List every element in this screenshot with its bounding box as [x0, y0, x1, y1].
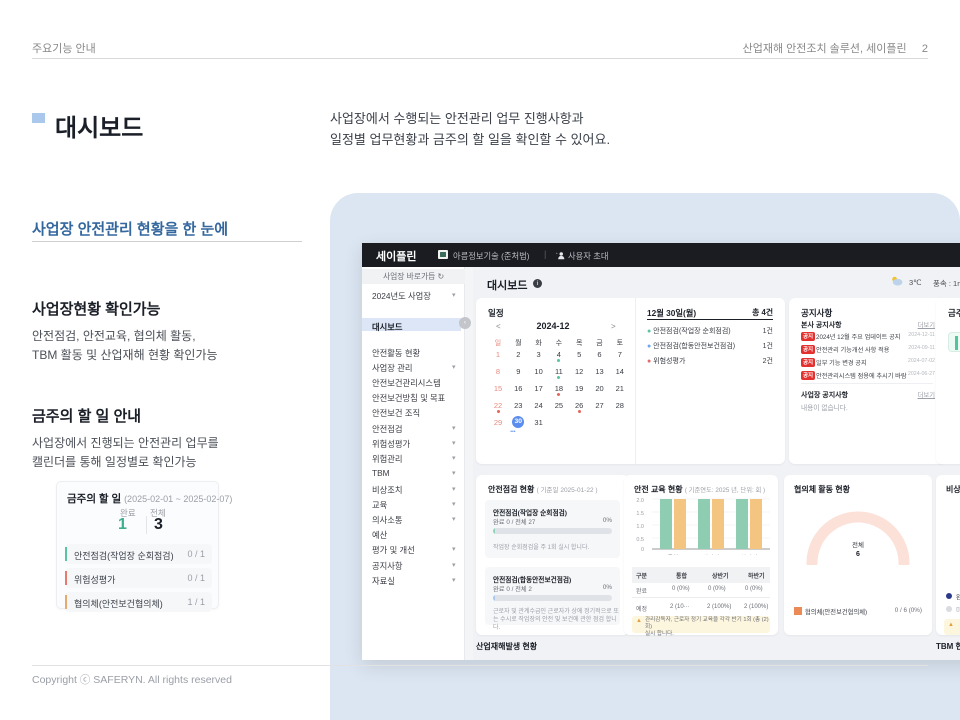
svg-text:1.0: 1.0 [636, 524, 644, 530]
svg-text:전체: 전체 [852, 540, 864, 549]
svg-text:2.0: 2.0 [636, 498, 644, 504]
svg-text:+: + [556, 251, 558, 255]
svg-text:0: 0 [641, 547, 644, 553]
svg-text:상반기: 상반기 [703, 554, 720, 555]
svg-text:통합: 통합 [667, 554, 679, 555]
svg-text:0.5: 0.5 [636, 537, 644, 543]
svg-text:6: 6 [856, 551, 860, 558]
svg-text:하반기: 하반기 [741, 554, 758, 555]
svg-text:1.5: 1.5 [636, 511, 644, 517]
